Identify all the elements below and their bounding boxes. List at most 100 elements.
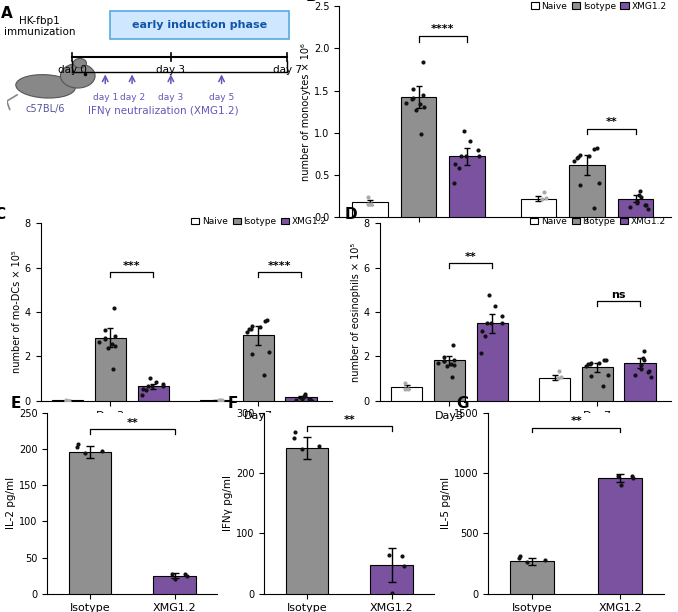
Point — [217, 395, 228, 405]
Point — [589, 144, 600, 154]
Bar — [285, 397, 317, 401]
Bar — [370, 565, 413, 594]
Point — [583, 359, 594, 369]
Point — [515, 551, 525, 561]
Bar — [450, 157, 485, 217]
Point — [586, 371, 597, 381]
Point — [384, 550, 395, 560]
Point — [480, 332, 491, 341]
Text: ****: **** — [431, 24, 455, 34]
Point — [247, 321, 258, 331]
Point — [167, 569, 178, 579]
Point — [450, 159, 461, 168]
Point — [107, 364, 118, 374]
Point — [449, 178, 460, 188]
Y-axis label: IFNγ pg/ml: IFNγ pg/ml — [224, 476, 233, 531]
Point — [616, 480, 626, 490]
Text: B: B — [306, 0, 317, 4]
Point — [306, 396, 317, 406]
Point — [415, 99, 426, 109]
Point — [157, 379, 168, 389]
Point — [639, 346, 650, 356]
Circle shape — [73, 59, 86, 68]
Point — [400, 384, 411, 394]
Point — [448, 355, 459, 365]
Point — [400, 98, 411, 108]
Point — [397, 551, 408, 561]
Bar — [521, 199, 556, 217]
Point — [553, 373, 563, 383]
Point — [458, 126, 469, 136]
Legend: Naive, Isotype, XMG1.2: Naive, Isotype, XMG1.2 — [527, 0, 670, 14]
Point — [643, 367, 654, 377]
Point — [296, 444, 307, 454]
Point — [644, 367, 655, 376]
Point — [362, 192, 373, 202]
Point — [497, 318, 508, 328]
Text: **: ** — [605, 117, 617, 127]
Point — [215, 395, 226, 405]
Text: day 7: day 7 — [273, 65, 302, 75]
Bar — [477, 323, 508, 401]
Point — [540, 556, 551, 565]
Point — [300, 391, 311, 401]
Point — [109, 331, 120, 341]
Point — [612, 471, 623, 480]
Text: ***: *** — [123, 261, 140, 271]
Point — [635, 192, 646, 202]
Y-axis label: number of eosinophils × 10⁵: number of eosinophils × 10⁵ — [351, 242, 361, 382]
Bar — [539, 378, 570, 401]
Point — [291, 395, 302, 405]
Point — [439, 356, 450, 366]
Point — [259, 370, 270, 379]
Point — [63, 396, 74, 406]
Point — [635, 360, 646, 370]
Point — [402, 384, 413, 394]
Legend: Naive, Isotype, XMG1.2: Naive, Isotype, XMG1.2 — [527, 214, 670, 230]
Point — [631, 196, 642, 206]
Point — [94, 337, 104, 347]
Point — [407, 84, 418, 94]
Point — [586, 358, 597, 368]
Circle shape — [60, 64, 95, 88]
Point — [411, 105, 422, 114]
Point — [514, 553, 525, 562]
Point — [635, 185, 645, 195]
Point — [146, 381, 157, 391]
Text: day 2: day 2 — [119, 92, 144, 102]
Point — [603, 370, 614, 380]
Point — [594, 178, 605, 188]
Point — [574, 180, 585, 190]
Point — [214, 395, 224, 405]
Point — [254, 322, 265, 332]
Point — [554, 366, 565, 376]
Point — [581, 360, 592, 370]
Point — [100, 326, 111, 335]
Point — [399, 378, 410, 387]
Point — [100, 334, 111, 343]
Point — [100, 334, 111, 344]
Bar — [243, 335, 274, 401]
Point — [489, 301, 500, 311]
Point — [433, 358, 443, 368]
Bar — [510, 561, 554, 594]
Point — [573, 152, 584, 162]
Point — [304, 395, 315, 405]
Point — [145, 373, 156, 383]
Point — [136, 390, 147, 400]
Point — [591, 143, 602, 152]
Bar — [401, 97, 437, 217]
Point — [485, 318, 496, 328]
Y-axis label: IL-2 pg/ml: IL-2 pg/ml — [6, 477, 16, 529]
Text: G: G — [456, 397, 469, 411]
Point — [630, 370, 641, 380]
Text: day 5: day 5 — [209, 92, 234, 102]
Bar — [285, 448, 328, 594]
Point — [418, 91, 428, 100]
Text: day 1: day 1 — [93, 92, 118, 102]
Point — [439, 352, 450, 362]
Point — [442, 361, 453, 371]
Ellipse shape — [16, 75, 75, 98]
Bar — [391, 387, 422, 401]
Point — [60, 395, 71, 405]
